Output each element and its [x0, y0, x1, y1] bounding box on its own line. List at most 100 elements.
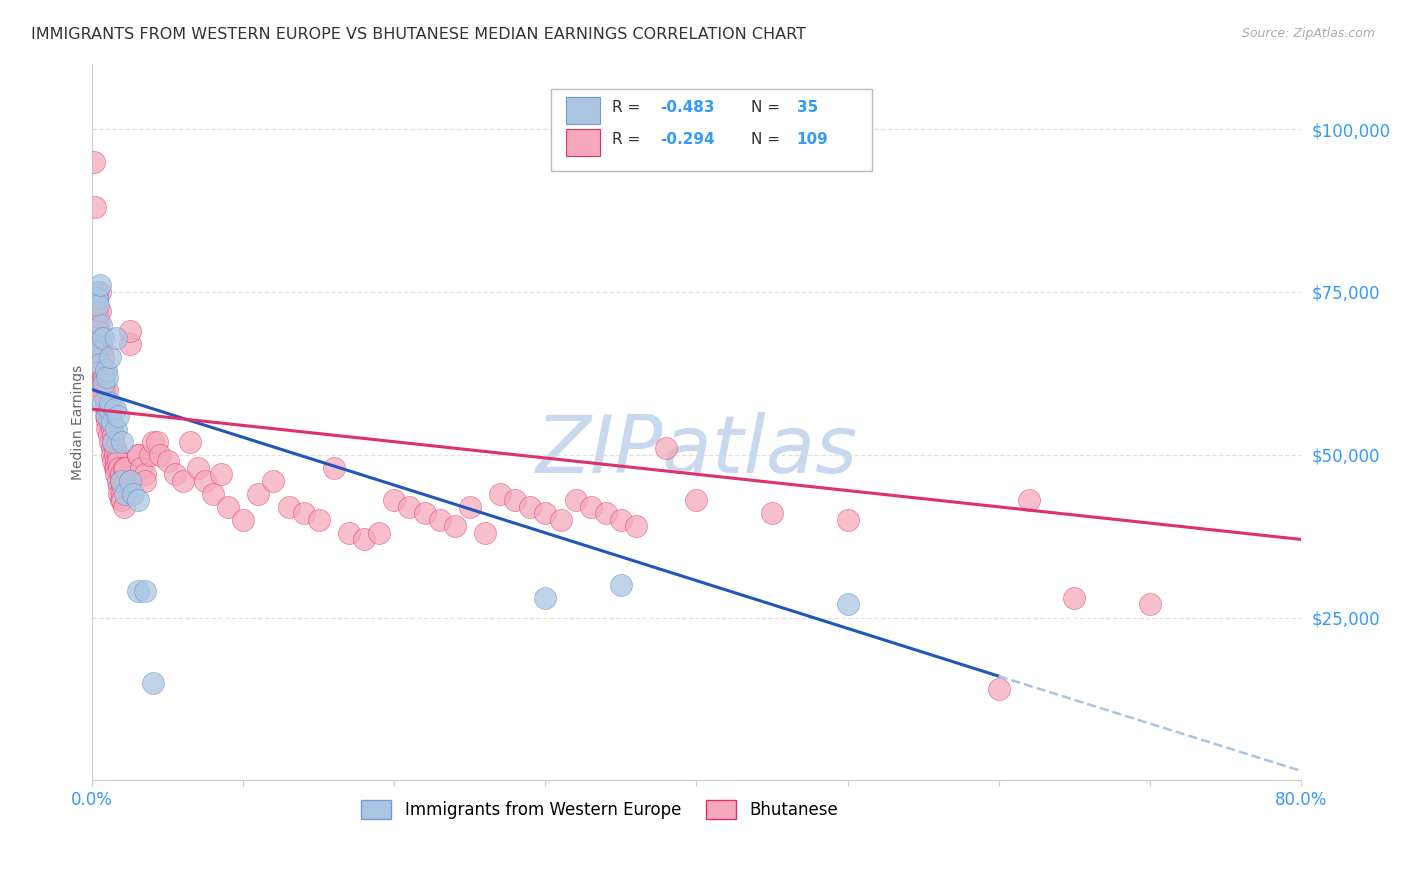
Point — [458, 500, 481, 514]
Point — [87, 298, 110, 312]
Point — [579, 500, 602, 514]
Point — [89, 304, 111, 318]
Point — [104, 460, 127, 475]
Point — [127, 448, 149, 462]
Point — [337, 525, 360, 540]
Point — [91, 330, 114, 344]
Text: -0.483: -0.483 — [661, 100, 714, 115]
Point — [534, 506, 557, 520]
Point — [987, 682, 1010, 697]
Point — [322, 460, 344, 475]
Point — [101, 441, 124, 455]
Point — [84, 343, 107, 358]
Point — [134, 474, 156, 488]
Point — [610, 513, 633, 527]
Point — [97, 402, 120, 417]
Point — [110, 493, 132, 508]
Point — [110, 474, 132, 488]
Text: R =: R = — [612, 133, 645, 147]
Point — [108, 480, 131, 494]
Point — [550, 513, 572, 527]
Point — [94, 402, 117, 417]
Point — [90, 363, 112, 377]
Point — [534, 591, 557, 605]
Point — [111, 434, 134, 449]
Point — [503, 493, 526, 508]
Point — [86, 292, 108, 306]
Point — [105, 467, 128, 482]
Point — [114, 487, 136, 501]
Text: ZIPatlas: ZIPatlas — [536, 412, 858, 490]
Point — [98, 415, 121, 429]
Point — [382, 493, 405, 508]
Point — [107, 448, 129, 462]
Point — [112, 500, 135, 514]
Point — [1139, 598, 1161, 612]
Point — [94, 395, 117, 409]
Point — [86, 292, 108, 306]
Point — [655, 441, 678, 455]
Point — [87, 318, 110, 332]
Point — [118, 474, 141, 488]
Point — [179, 434, 201, 449]
Point — [93, 383, 115, 397]
Point — [112, 460, 135, 475]
Point — [134, 584, 156, 599]
Point — [108, 487, 131, 501]
Point — [83, 154, 105, 169]
Point — [172, 474, 194, 488]
Text: 109: 109 — [797, 133, 828, 147]
Point — [104, 402, 127, 417]
Point — [110, 467, 132, 482]
Point — [146, 434, 169, 449]
Point — [96, 369, 118, 384]
Point — [97, 428, 120, 442]
Point — [610, 578, 633, 592]
Point — [86, 304, 108, 318]
Point — [134, 467, 156, 482]
Text: -0.294: -0.294 — [661, 133, 714, 147]
Point — [103, 434, 125, 449]
Text: 35: 35 — [797, 100, 818, 115]
Point — [104, 441, 127, 455]
Point — [98, 434, 121, 449]
Point — [107, 454, 129, 468]
Point — [837, 598, 859, 612]
Point — [91, 350, 114, 364]
Point — [111, 493, 134, 508]
Point — [89, 278, 111, 293]
Point — [595, 506, 617, 520]
Point — [127, 448, 149, 462]
Text: N =: N = — [751, 133, 785, 147]
Point — [98, 395, 121, 409]
Point — [107, 474, 129, 488]
Point — [111, 480, 134, 494]
Point — [107, 409, 129, 423]
Point — [103, 434, 125, 449]
Point — [277, 500, 299, 514]
Point — [93, 369, 115, 384]
Y-axis label: Median Earnings: Median Earnings — [72, 365, 86, 480]
Point — [232, 513, 254, 527]
Point — [97, 409, 120, 423]
Point — [624, 519, 647, 533]
Point — [114, 460, 136, 475]
Point — [118, 324, 141, 338]
Point — [105, 422, 128, 436]
Point — [217, 500, 239, 514]
Point — [87, 324, 110, 338]
Point — [96, 422, 118, 436]
Point — [263, 474, 285, 488]
Point — [127, 493, 149, 508]
Point — [118, 474, 141, 488]
Point — [103, 428, 125, 442]
Point — [87, 311, 110, 326]
Point — [308, 513, 330, 527]
Point — [91, 376, 114, 390]
Point — [83, 330, 105, 344]
Point — [519, 500, 541, 514]
Point — [837, 513, 859, 527]
Point — [564, 493, 586, 508]
Point — [104, 448, 127, 462]
FancyBboxPatch shape — [567, 97, 600, 124]
